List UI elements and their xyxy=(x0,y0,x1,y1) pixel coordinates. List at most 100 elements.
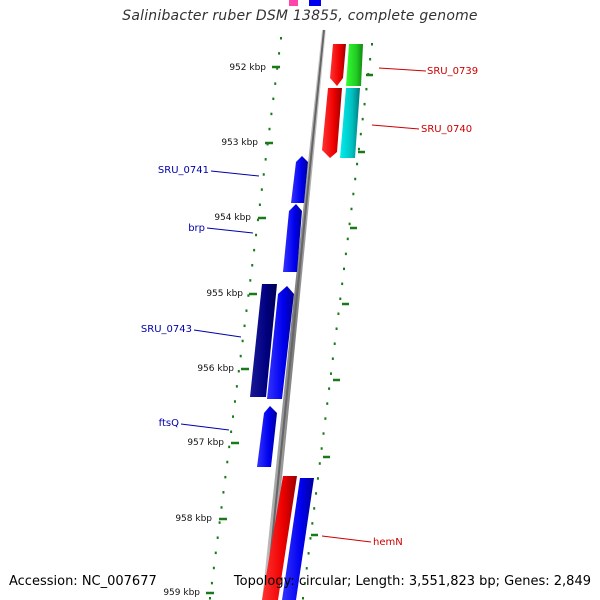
gene-SRU_0743-navy[interactable] xyxy=(250,284,277,397)
gene-SRU_0739-red[interactable] xyxy=(330,44,346,86)
leader-hemN xyxy=(321,535,372,543)
leader-SRU_0741 xyxy=(210,170,260,177)
genome-backbone-edge xyxy=(265,29,325,600)
gene-SRU_0739-green[interactable] xyxy=(346,44,363,86)
minor-tick xyxy=(331,357,334,360)
minor-tick xyxy=(333,342,336,345)
minor-tick xyxy=(212,566,215,570)
gene-label-SRU_0743[interactable]: SRU_0743 xyxy=(141,324,192,335)
minor-tick xyxy=(228,445,231,449)
minor-tick xyxy=(237,369,240,373)
gene-red-bottom[interactable] xyxy=(262,476,297,600)
gene-brp[interactable] xyxy=(283,204,302,272)
gene-SRU_0740-cyan[interactable] xyxy=(340,88,360,158)
gene-label-SRU_0739[interactable]: SRU_0739 xyxy=(427,66,478,77)
gene-label-SRU_0740[interactable]: SRU_0740 xyxy=(421,124,472,135)
minor-tick xyxy=(359,132,362,136)
minor-tick xyxy=(276,67,279,70)
minor-tick xyxy=(258,203,261,206)
minor-tick xyxy=(344,252,347,256)
minor-tick xyxy=(329,372,332,375)
leader-brp xyxy=(206,227,254,234)
minor-tick xyxy=(354,177,357,181)
minor-tick xyxy=(320,447,323,450)
minor-tick xyxy=(305,567,308,570)
minor-tick xyxy=(222,491,225,494)
minor-tick xyxy=(369,57,372,61)
minor-tick xyxy=(280,37,282,40)
minor-tick xyxy=(251,264,254,267)
gene-label-ftsQ[interactable]: ftsQ xyxy=(159,418,179,429)
minor-tick xyxy=(339,297,342,301)
minor-tick xyxy=(341,282,344,286)
minor-tick xyxy=(278,52,281,55)
minor-tick xyxy=(322,432,325,435)
minor-tick xyxy=(239,354,242,358)
minor-tick xyxy=(268,127,271,131)
minor-tick xyxy=(232,415,235,418)
minor-tick xyxy=(371,43,373,46)
minor-tick xyxy=(350,207,353,211)
minor-tick xyxy=(318,462,321,465)
minor-tick xyxy=(356,162,359,166)
minor-tick xyxy=(241,339,244,343)
minor-tick xyxy=(357,147,360,151)
minor-tick xyxy=(255,233,258,237)
minor-tick xyxy=(226,460,229,464)
minor-tick xyxy=(363,102,366,106)
gene-ftsQ[interactable] xyxy=(257,406,277,467)
gene-hemN[interactable] xyxy=(282,478,314,600)
tick-label-959: 959 kbp xyxy=(163,588,200,598)
minor-tick xyxy=(264,158,267,161)
minor-tick xyxy=(243,324,246,328)
tick-label-957: 957 kbp xyxy=(187,438,224,448)
gene-label-SRU_0741[interactable]: SRU_0741 xyxy=(158,165,209,176)
gene-top-pink xyxy=(289,0,298,6)
tick-label-955: 955 kbp xyxy=(206,289,243,299)
minor-ticks-right xyxy=(302,43,373,600)
minor-tick xyxy=(230,430,233,434)
genome-summary-text: Topology: circular; Length: 3,551,823 bp… xyxy=(233,574,591,589)
minor-tick xyxy=(209,597,211,600)
leader-SRU_0743 xyxy=(193,329,242,338)
minor-tick xyxy=(270,112,273,116)
title: Salinibacter ruber DSM 13855, complete g… xyxy=(122,8,478,24)
leader-ftsQ xyxy=(180,423,230,431)
minor-tick xyxy=(249,279,252,282)
tick-label-954: 954 kbp xyxy=(214,213,251,223)
minor-tick xyxy=(253,248,256,252)
gene-SRU_0743-blue[interactable] xyxy=(267,286,294,399)
minor-tick xyxy=(214,551,217,555)
minor-tick xyxy=(337,312,340,316)
minor-tick xyxy=(348,222,351,226)
minor-tick xyxy=(343,267,346,271)
minor-tick xyxy=(311,522,314,525)
minor-tick xyxy=(328,387,331,390)
minor-tick xyxy=(316,477,319,480)
minor-tick xyxy=(335,327,338,330)
minor-tick xyxy=(313,507,316,510)
minor-tick xyxy=(361,117,364,121)
accession-text: Accession: NC_007677 xyxy=(9,574,157,589)
tick-label-953: 953 kbp xyxy=(221,138,258,148)
minor-tick xyxy=(365,87,368,91)
minor-tick xyxy=(260,188,263,191)
minor-tick xyxy=(247,294,250,297)
minor-tick xyxy=(302,597,304,600)
minor-ticks-left xyxy=(209,37,282,600)
gene-top-blue xyxy=(309,0,321,6)
minor-tick xyxy=(352,192,355,196)
minor-tick xyxy=(303,582,306,585)
minor-tick xyxy=(307,552,310,555)
minor-tick xyxy=(218,521,221,524)
gene-SRU_0741[interactable] xyxy=(291,156,308,203)
leader-SRU_0740 xyxy=(371,124,420,130)
tick-label-958: 958 kbp xyxy=(175,514,212,524)
gene-SRU_0740-red[interactable] xyxy=(322,88,342,158)
minor-tick xyxy=(235,385,238,388)
gene-label-hemN[interactable]: hemN xyxy=(373,537,403,548)
gene-label-brp[interactable]: brp xyxy=(188,223,205,234)
minor-tick xyxy=(220,506,223,509)
minor-tick xyxy=(262,173,265,176)
